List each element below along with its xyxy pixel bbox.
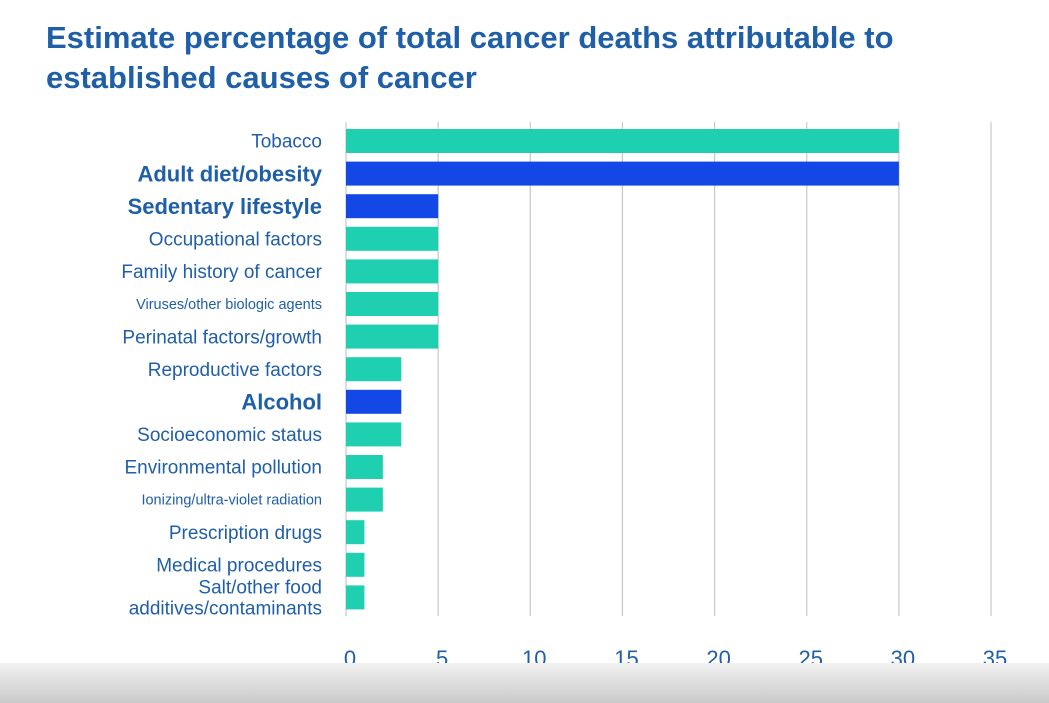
bar: [346, 129, 899, 153]
plot-background: [346, 122, 992, 616]
footer-bar: [0, 663, 1049, 703]
bar: [346, 226, 439, 251]
bar: [346, 422, 402, 447]
category-label: Ionizing/ultra-violet radiation: [141, 493, 322, 509]
bar: [346, 552, 365, 577]
bar: [346, 487, 383, 512]
bar: [346, 259, 439, 284]
category-label: Environmental pollution: [124, 458, 322, 479]
bar: [346, 324, 439, 349]
bar: [346, 389, 402, 414]
bars: [346, 129, 899, 610]
category-label: Alcohol: [241, 390, 322, 415]
category-labels: Tobacco Adult diet/obesity Sedentary lifes…: [121, 132, 322, 620]
plot-area: [346, 122, 992, 616]
category-label: Occupational factors: [149, 229, 322, 250]
category-label: Adult diet/obesity: [137, 161, 322, 186]
category-label: Viruses/other biologic agents: [136, 297, 322, 313]
bar: [346, 357, 402, 382]
gridlines: [345, 122, 992, 616]
category-label: Sedentary lifestyle: [128, 194, 322, 219]
chart-title-line-1: Estimate percentage of total cancer deat…: [46, 20, 894, 55]
category-label: Tobacco: [251, 132, 322, 153]
bar: [346, 585, 365, 610]
chart-title: Estimate percentage of total cancer deat…: [46, 18, 1036, 98]
bar: [346, 455, 383, 479]
category-label: Socioeconomic status: [137, 425, 322, 446]
bar: [346, 520, 365, 545]
category-label: Prescription drugs: [169, 523, 322, 544]
category-label: Family history of cancer: [121, 262, 322, 283]
category-label: Perinatal factors/growth: [122, 327, 322, 348]
category-label: Medical procedures: [156, 555, 322, 576]
bar: [346, 194, 439, 219]
bar: [346, 161, 899, 186]
category-label: additives/contaminants: [129, 599, 322, 620]
chart-title-line-2: established causes of cancer: [46, 60, 477, 95]
category-label: Salt/other food: [198, 578, 322, 599]
category-label: Reproductive factors: [148, 360, 322, 381]
bar: [346, 292, 439, 316]
